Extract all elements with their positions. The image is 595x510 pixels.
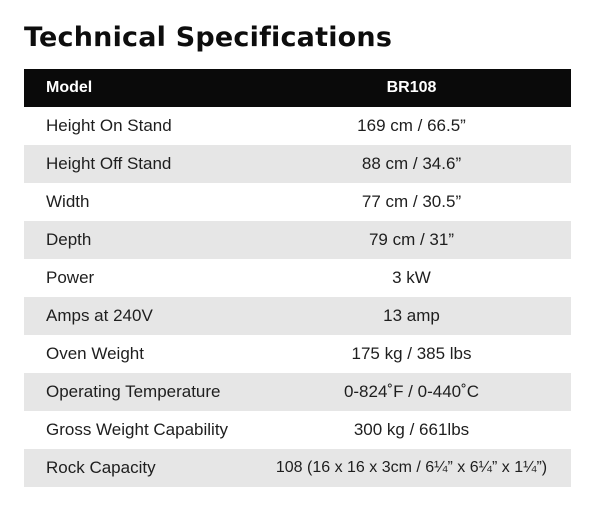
row-value: 169 cm / 66.5”: [357, 116, 466, 135]
table-row: Height On Stand 169 cm / 66.5”: [24, 107, 571, 145]
row-label: Depth: [46, 230, 92, 249]
row-label: Power: [46, 268, 95, 287]
row-value: 88 cm / 34.6”: [361, 154, 462, 173]
row-label: Height Off Stand: [46, 154, 172, 173]
row-label: Height On Stand: [46, 116, 172, 135]
page-title: Technical Specifications: [24, 22, 393, 53]
table-row: Power 3 kW: [24, 259, 571, 297]
table-row: Oven Weight 175 kg / 385 lbs: [24, 335, 571, 373]
header-label-model: Model: [46, 79, 93, 96]
row-value: 300 kg / 661lbs: [353, 420, 470, 439]
table-header-row: Model BR108: [24, 69, 571, 107]
row-label: Amps at 240V: [46, 306, 153, 325]
table-row: Height Off Stand 88 cm / 34.6”: [24, 145, 571, 183]
table-row: Operating Temperature 0-824˚F / 0-440˚C: [24, 373, 571, 411]
row-label: Gross Weight Capability: [46, 420, 229, 439]
row-label: Rock Capacity: [46, 458, 156, 477]
row-value: 108 (16 x 16 x 3cm / 6¼” x 6¼” x 1¼”): [275, 459, 548, 476]
specifications-table: Model BR108 Height On Stand 169 cm / 66.…: [24, 69, 571, 487]
row-label: Operating Temperature: [46, 382, 221, 401]
row-value: 79 cm / 31”: [368, 230, 455, 249]
row-label: Oven Weight: [46, 344, 144, 363]
table-row: Amps at 240V 13 amp: [24, 297, 571, 335]
row-value: 175 kg / 385 lbs: [351, 344, 472, 363]
table-row: Rock Capacity 108 (16 x 16 x 3cm / 6¼” x…: [24, 449, 571, 487]
table-row: Width 77 cm / 30.5”: [24, 183, 571, 221]
header-value-model: BR108: [386, 79, 437, 96]
row-value: 13 amp: [383, 306, 440, 325]
row-value: 0-824˚F / 0-440˚C: [343, 382, 480, 401]
row-label: Width: [46, 192, 90, 211]
table-row: Gross Weight Capability 300 kg / 661lbs: [24, 411, 571, 449]
table-row: Depth 79 cm / 31”: [24, 221, 571, 259]
row-value: 77 cm / 30.5”: [361, 192, 462, 211]
row-value: 3 kW: [392, 268, 431, 287]
